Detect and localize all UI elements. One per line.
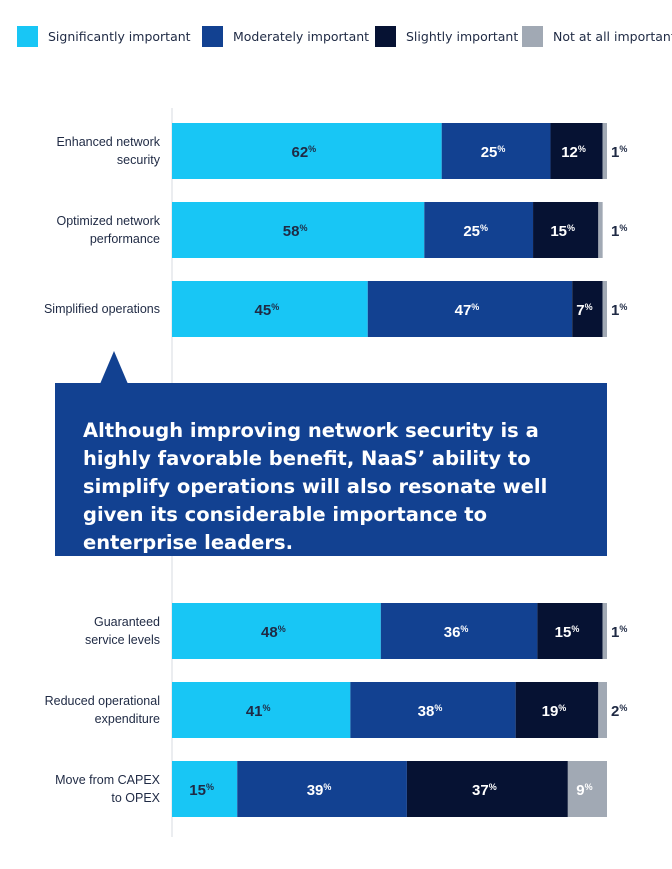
category-label: Reduced operational expenditure (45, 694, 160, 726)
bar-segment (172, 761, 238, 817)
data-label: 7% (576, 302, 592, 319)
bar-segment (602, 123, 607, 179)
legend-item: Moderately important (202, 26, 369, 47)
bar-segment (367, 281, 573, 337)
bar-segment (515, 682, 599, 738)
category-label: Optimized network performance (56, 214, 160, 246)
bar-segment (406, 761, 568, 817)
legend-swatch (202, 26, 223, 47)
data-label: 36% (444, 624, 469, 641)
data-label: 1% (611, 302, 627, 319)
data-label: 25% (481, 144, 506, 161)
data-label: 38% (418, 703, 443, 720)
data-label: 41% (246, 703, 271, 720)
legend-label: Slightly important (406, 29, 519, 44)
bar-segment (567, 761, 607, 817)
legend-label: Significantly important (48, 29, 191, 44)
data-label: 15% (189, 782, 214, 799)
legend-item: Not at all important (522, 26, 672, 47)
data-label: 58% (283, 223, 308, 240)
bar-segment (598, 202, 603, 258)
callout-text: Although improving network security is a… (55, 383, 607, 556)
legend-swatch (375, 26, 396, 47)
bar-segment (172, 682, 351, 738)
bar-segment (172, 202, 425, 258)
legend-swatch (522, 26, 543, 47)
bar-segment (172, 603, 381, 659)
legend-item: Slightly important (375, 26, 518, 47)
bar-segment (172, 123, 442, 179)
category-label: Enhanced network security (56, 135, 160, 167)
data-label: 39% (307, 782, 332, 799)
bar-segment (350, 682, 516, 738)
data-label: 19% (542, 703, 567, 720)
bar-segment (602, 281, 607, 337)
data-label: 2% (611, 703, 627, 720)
data-label: 37% (472, 782, 497, 799)
bar-segment (172, 281, 368, 337)
data-label: 48% (261, 624, 286, 641)
bar-segment (572, 281, 603, 337)
chart-legend: Significantly important Moderately import… (17, 26, 672, 50)
data-label: 1% (611, 624, 627, 641)
data-label: 12% (561, 144, 586, 161)
data-label: 1% (611, 223, 627, 240)
bar-segment (537, 603, 603, 659)
data-label: 25% (463, 223, 488, 240)
data-label: 1% (611, 144, 627, 161)
bar-segment (533, 202, 599, 258)
bar-segment (598, 682, 607, 738)
category-label: Move from CAPEX to OPEX (55, 773, 161, 805)
bar-segment (602, 603, 607, 659)
category-label: Simplified operations (44, 302, 160, 316)
data-label: 45% (255, 302, 280, 319)
bar-segment (550, 123, 603, 179)
bar-segment (237, 761, 407, 817)
bar-segment (441, 123, 551, 179)
data-label: 9% (576, 782, 592, 799)
legend-label: Not at all important (553, 29, 672, 44)
bar-segment (380, 603, 538, 659)
callout: Although improving network security is a… (55, 351, 607, 556)
legend-item: Significantly important (17, 26, 191, 47)
callout-pointer (100, 351, 128, 384)
data-label: 62% (291, 144, 316, 161)
data-label: 47% (455, 302, 480, 319)
category-label: Guaranteed service levels (85, 615, 160, 647)
bar-segment (424, 202, 534, 258)
legend-swatch (17, 26, 38, 47)
legend-label: Moderately important (233, 29, 370, 44)
data-label: 15% (555, 624, 580, 641)
data-label: 15% (550, 223, 575, 240)
